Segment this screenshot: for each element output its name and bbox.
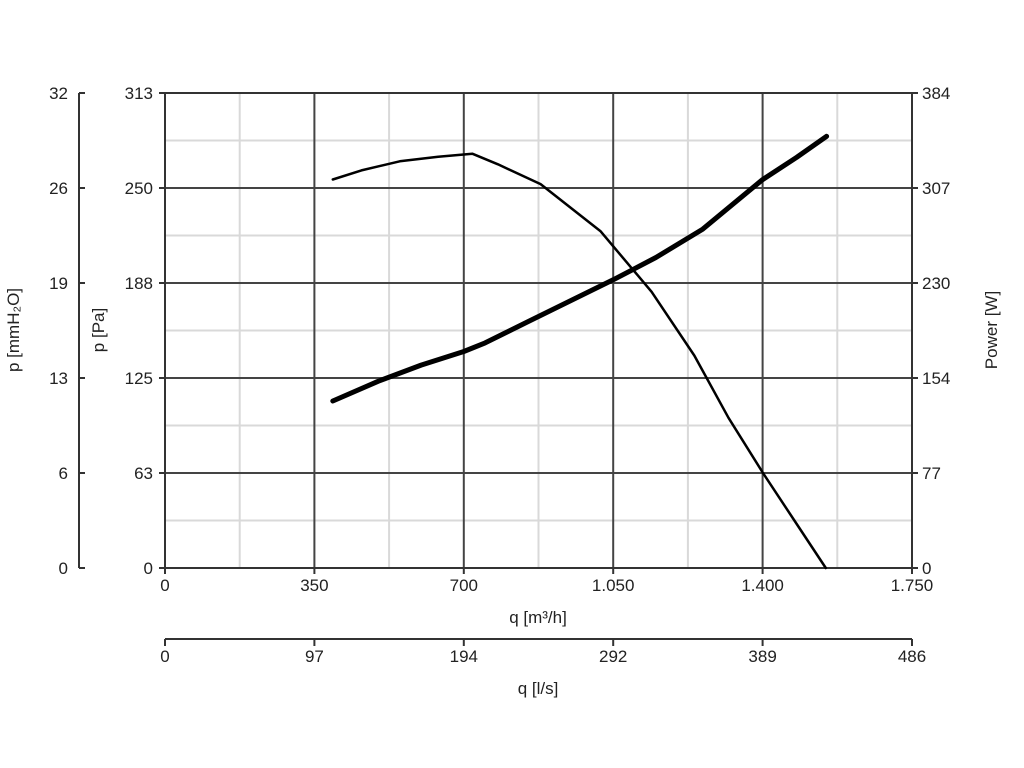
x-secondary-tick-label: 389	[748, 647, 776, 666]
x-secondary-tick-label: 97	[305, 647, 324, 666]
x-secondary-tick-label: 292	[599, 647, 627, 666]
y-left-outer-tick-label: 32	[49, 84, 68, 103]
plot-frame	[164, 92, 913, 569]
y-right-tick-label: 230	[922, 274, 950, 293]
curves	[330, 133, 830, 570]
x-main-tick-label: 0	[160, 576, 169, 595]
grid-minor	[165, 93, 912, 568]
y-left-outer-tick-label: 6	[59, 464, 68, 483]
y-right-tick-label: 384	[922, 84, 950, 103]
y-left-tick-label: 250	[125, 179, 153, 198]
pressure-curve	[331, 152, 828, 570]
y-left-tick-label: 188	[125, 274, 153, 293]
x-main-tick-label: 1.750	[891, 576, 934, 595]
y-left-outer-tick-label: 0	[59, 559, 68, 578]
y-axis-left-outer-label: p [mmH₂O]	[4, 288, 23, 372]
y-right-tick-label: 77	[922, 464, 941, 483]
y-left-outer-tick-label: 13	[49, 369, 68, 388]
y-left-outer-tick-label: 19	[49, 274, 68, 293]
y-left-tick-label: 0	[144, 559, 153, 578]
axes	[78, 92, 918, 646]
x-axis-main-label: q [m³/h]	[509, 608, 567, 627]
y-axis-left-label: p [Pa]	[89, 308, 108, 352]
x-secondary-tick-label: 486	[898, 647, 926, 666]
y-right-tick-label: 307	[922, 179, 950, 198]
x-main-tick-label: 1.400	[741, 576, 784, 595]
y-left-tick-label: 313	[125, 84, 153, 103]
x-secondary-tick-label: 194	[450, 647, 478, 666]
x-main-tick-label: 1.050	[592, 576, 635, 595]
grid-major	[165, 93, 912, 568]
y-right-tick-label: 154	[922, 369, 950, 388]
x-main-tick-label: 350	[300, 576, 328, 595]
power-curve	[330, 133, 830, 404]
x-secondary-tick-label: 0	[160, 647, 169, 666]
y-right-tick-label: 0	[922, 559, 931, 578]
x-main-tick-label: 700	[450, 576, 478, 595]
y-axis-right-label: Power [W]	[982, 291, 1001, 369]
y-left-tick-label: 63	[134, 464, 153, 483]
x-axis-secondary-label: q [l/s]	[518, 679, 559, 698]
y-left-tick-label: 125	[125, 369, 153, 388]
y-left-outer-tick-label: 26	[49, 179, 68, 198]
